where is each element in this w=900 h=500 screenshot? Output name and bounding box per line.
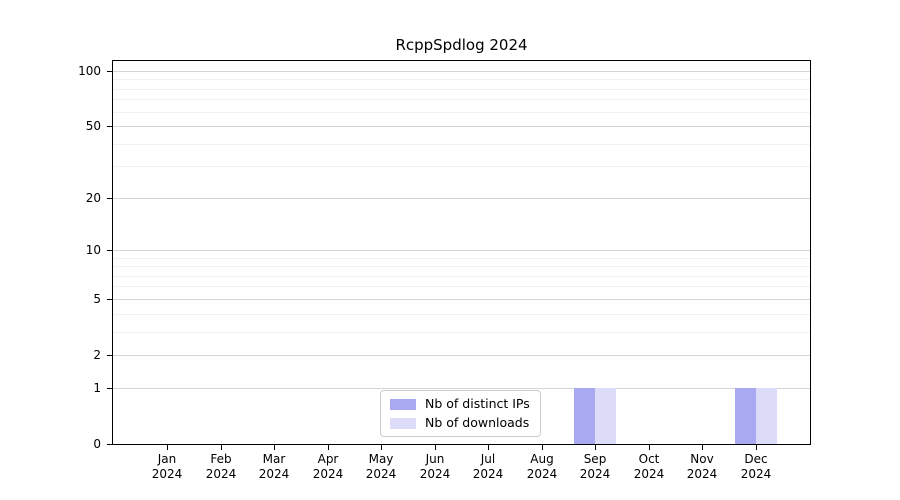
- x-tick-label: Nov 2024: [670, 452, 734, 482]
- major-gridline: [113, 250, 810, 251]
- x-tick-label: Jul 2024: [456, 452, 520, 482]
- minor-gridline: [113, 166, 810, 167]
- x-tick-label-line: 2024: [526, 467, 558, 481]
- x-tick: [542, 445, 543, 450]
- x-tick-label-line: 2024: [151, 467, 183, 481]
- x-tick-label-line: 2024: [205, 467, 237, 481]
- y-tick: [107, 126, 112, 127]
- minor-gridline: [113, 286, 810, 287]
- x-tick-label: Aug 2024: [510, 452, 574, 482]
- minor-gridline: [113, 99, 810, 100]
- x-tick-label-line: Jun: [425, 452, 445, 466]
- y-tick: [107, 299, 112, 300]
- y-tick: [107, 388, 112, 389]
- legend-item: Nb of distinct IPs: [390, 397, 530, 411]
- bar-sep-s1: [595, 388, 616, 444]
- x-tick: [221, 445, 222, 450]
- x-tick-label: Jan 2024: [135, 452, 199, 482]
- chart-title: RcppSpdlog 2024: [395, 36, 528, 54]
- major-gridline: [113, 198, 810, 199]
- x-tick: [328, 445, 329, 450]
- x-tick-label-line: 2024: [258, 467, 290, 481]
- major-gridline: [113, 71, 810, 72]
- x-tick-label: Oct 2024: [617, 452, 681, 482]
- minor-gridline: [113, 79, 810, 80]
- minor-gridline: [113, 332, 810, 333]
- x-tick-label: Feb 2024: [189, 452, 253, 482]
- x-tick-label-line: 2024: [472, 467, 504, 481]
- minor-gridline: [113, 144, 810, 145]
- y-tick-label: 2: [93, 348, 101, 362]
- major-gridline: [113, 388, 810, 389]
- x-tick-label-line: 2024: [365, 467, 397, 481]
- bar-dec-s1: [756, 388, 777, 444]
- x-tick-label: Dec 2024: [724, 452, 788, 482]
- x-tick-label-line: Nov: [690, 452, 714, 466]
- y-tick: [107, 355, 112, 356]
- legend-swatch-icon: [390, 398, 416, 410]
- y-tick-label: 100: [78, 64, 101, 78]
- y-tick-label: 20: [85, 191, 101, 205]
- x-tick: [274, 445, 275, 450]
- y-tick-label: 10: [85, 243, 101, 257]
- x-tick-label-line: 2024: [633, 467, 665, 481]
- x-tick-label: Mar 2024: [242, 452, 306, 482]
- y-tick-label: 5: [93, 292, 101, 306]
- minor-gridline: [113, 276, 810, 277]
- y-tick-label: 0: [93, 437, 101, 451]
- x-tick-label-line: 2024: [740, 467, 772, 481]
- x-tick-label-line: 2024: [419, 467, 451, 481]
- y-tick-label: 50: [85, 119, 101, 133]
- x-tick-label: Sep 2024: [563, 452, 627, 482]
- y-tick: [107, 250, 112, 251]
- x-tick-label-line: Oct: [638, 452, 660, 466]
- y-tick: [107, 444, 112, 445]
- x-tick-label: May 2024: [349, 452, 413, 482]
- legend-swatch-icon: [390, 417, 416, 429]
- x-tick-label: Jun 2024: [403, 452, 467, 482]
- major-gridline: [113, 355, 810, 356]
- minor-gridline: [113, 266, 810, 267]
- y-tick-label: 1: [93, 381, 101, 395]
- x-tick-label-line: May: [368, 452, 394, 466]
- x-tick: [595, 445, 596, 450]
- minor-gridline: [113, 112, 810, 113]
- legend-item: Nb of downloads: [390, 416, 530, 430]
- legend: Nb of distinct IPs Nb of downloads: [380, 390, 541, 437]
- x-tick-label-line: 2024: [312, 467, 344, 481]
- x-tick-label-line: 2024: [686, 467, 718, 481]
- x-tick-label-line: Apr: [317, 452, 339, 466]
- minor-gridline: [113, 89, 810, 90]
- x-tick: [381, 445, 382, 450]
- legend-label: Nb of downloads: [425, 415, 530, 430]
- x-tick: [435, 445, 436, 450]
- x-tick-label-line: 2024: [579, 467, 611, 481]
- x-tick-label-line: Mar: [262, 452, 286, 466]
- y-tick: [107, 71, 112, 72]
- x-tick-label-line: Dec: [744, 452, 768, 466]
- legend-label: Nb of distinct IPs: [425, 396, 530, 411]
- x-tick: [488, 445, 489, 450]
- major-gridline: [113, 299, 810, 300]
- y-tick: [107, 198, 112, 199]
- x-tick-label-line: Jul: [480, 452, 496, 466]
- x-tick-label-line: Feb: [210, 452, 232, 466]
- x-tick-label: Apr 2024: [296, 452, 360, 482]
- x-tick: [756, 445, 757, 450]
- x-tick: [702, 445, 703, 450]
- x-tick-label-line: Jan: [157, 452, 177, 466]
- bar-dec-s0: [735, 388, 756, 444]
- x-tick: [167, 445, 168, 450]
- bar-sep-s0: [574, 388, 595, 444]
- x-tick-label-line: Aug: [530, 452, 554, 466]
- minor-gridline: [113, 314, 810, 315]
- minor-gridline: [113, 258, 810, 259]
- x-tick-label-line: Sep: [583, 452, 607, 466]
- x-tick: [649, 445, 650, 450]
- major-gridline: [113, 126, 810, 127]
